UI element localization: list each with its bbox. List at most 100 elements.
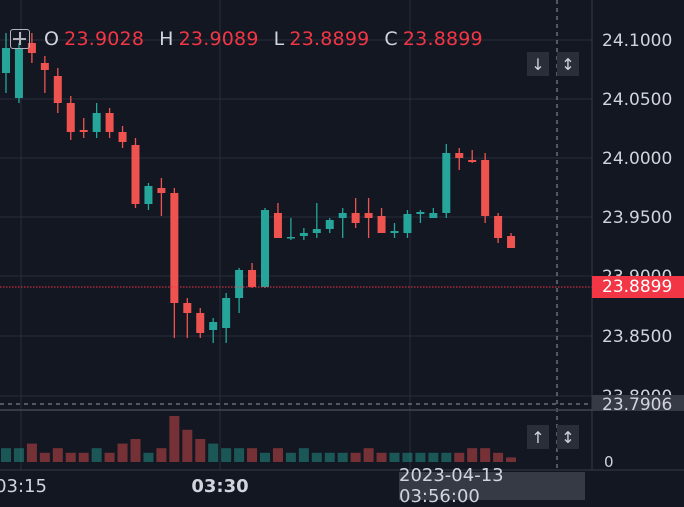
volume-bar	[285, 452, 296, 462]
candle	[53, 68, 62, 113]
candle	[170, 188, 179, 338]
scale-button[interactable]: ↕	[557, 52, 579, 76]
close-value: 23.8899	[402, 28, 483, 50]
volume-bar	[117, 443, 128, 462]
candle	[40, 56, 49, 93]
crosshair-time-tag: 2023-04-13 03:56:00	[399, 465, 585, 507]
candle	[442, 144, 451, 218]
price-tick-label: 24.0500	[602, 90, 672, 110]
volume-bar	[324, 452, 335, 462]
volume-bar	[247, 448, 258, 462]
price-tick-label: 24.0000	[602, 149, 672, 169]
volume-bar	[13, 448, 24, 462]
volume-bar	[195, 439, 206, 462]
candle	[157, 178, 166, 216]
volume-bar	[363, 448, 374, 462]
candle	[14, 43, 23, 103]
volume-bars	[1, 416, 517, 462]
volume-bar	[208, 443, 219, 462]
volume-bar	[260, 452, 270, 462]
volume-bar	[272, 448, 283, 462]
candle	[429, 208, 438, 218]
candle	[79, 118, 88, 138]
volume-bar	[454, 452, 465, 462]
candle	[403, 210, 412, 238]
candle	[455, 148, 464, 170]
candle	[468, 150, 477, 163]
ohlc-legend: O 23.9028 H 23.9089 L 23.8899 C 23.8899	[10, 26, 498, 52]
candle	[66, 96, 75, 140]
open-value: 23.9028	[64, 28, 145, 50]
volume-bar	[376, 452, 387, 462]
candle	[507, 233, 516, 248]
candle	[481, 153, 490, 223]
volume-bar	[169, 416, 180, 462]
volume-bar	[337, 452, 348, 462]
grid-lines	[0, 0, 592, 470]
volume-bar	[298, 448, 309, 462]
candle	[351, 198, 360, 228]
volume-bar	[221, 448, 232, 462]
candle	[144, 183, 153, 210]
crosshair-toggle-icon[interactable]	[10, 29, 30, 49]
candle	[131, 138, 140, 208]
high-value: 23.9089	[178, 28, 259, 50]
price-tick-label: 23.9500	[602, 208, 672, 228]
candle	[312, 203, 321, 238]
volume-bar	[311, 452, 322, 462]
high-label: H	[159, 28, 174, 50]
volume-scale-button[interactable]: ↕	[557, 425, 579, 449]
candle	[92, 103, 101, 138]
volume-bar	[65, 452, 76, 462]
candle	[494, 213, 503, 243]
volume-bar	[143, 452, 154, 462]
candle	[416, 210, 425, 223]
volume-bar	[389, 452, 400, 462]
low-value: 23.8899	[289, 28, 370, 50]
time-axis-ticks: 03:15 03:30	[0, 476, 249, 497]
candle	[222, 293, 231, 343]
candle	[286, 218, 295, 240]
candle	[248, 263, 257, 288]
candle	[325, 218, 334, 233]
volume-bar	[91, 448, 102, 462]
candle	[273, 203, 282, 238]
candle	[196, 308, 205, 338]
volume-bar	[104, 452, 115, 462]
price-tick-label: 24.1000	[602, 31, 672, 51]
candle	[390, 223, 399, 238]
volume-bar	[130, 439, 141, 462]
candle	[2, 33, 10, 93]
volume-bar	[350, 452, 361, 462]
candle	[377, 208, 386, 233]
crosshair-price-tag: 23.7906	[592, 395, 684, 410]
volume-bar	[182, 429, 193, 462]
volume-bar	[78, 452, 89, 462]
volume-bar	[234, 448, 245, 462]
volume-bar	[26, 443, 37, 462]
candle	[235, 268, 244, 313]
last-price-tag: 23.8899	[592, 276, 684, 298]
volume-bar	[480, 448, 491, 462]
time-tick-label: 03:15	[0, 476, 47, 497]
volume-bar	[415, 452, 426, 462]
candle	[118, 126, 127, 148]
scroll-up-button[interactable]: ↑	[527, 425, 549, 449]
volume-bar	[493, 452, 504, 462]
volume-zero-label: 0	[604, 453, 614, 471]
volume-bar	[402, 452, 413, 462]
volume-bar	[441, 452, 452, 462]
candle	[105, 108, 114, 138]
price-tick-label: 23.8500	[602, 327, 672, 347]
volume-bar	[52, 448, 63, 462]
volume-bar	[1, 448, 11, 462]
candles	[2, 33, 516, 343]
close-label: C	[384, 28, 398, 50]
volume-bar	[39, 452, 50, 462]
candle	[209, 318, 218, 343]
scroll-down-button[interactable]: ↓	[527, 52, 549, 76]
low-label: L	[273, 28, 285, 50]
candle	[27, 33, 36, 63]
volume-bar	[467, 448, 478, 462]
